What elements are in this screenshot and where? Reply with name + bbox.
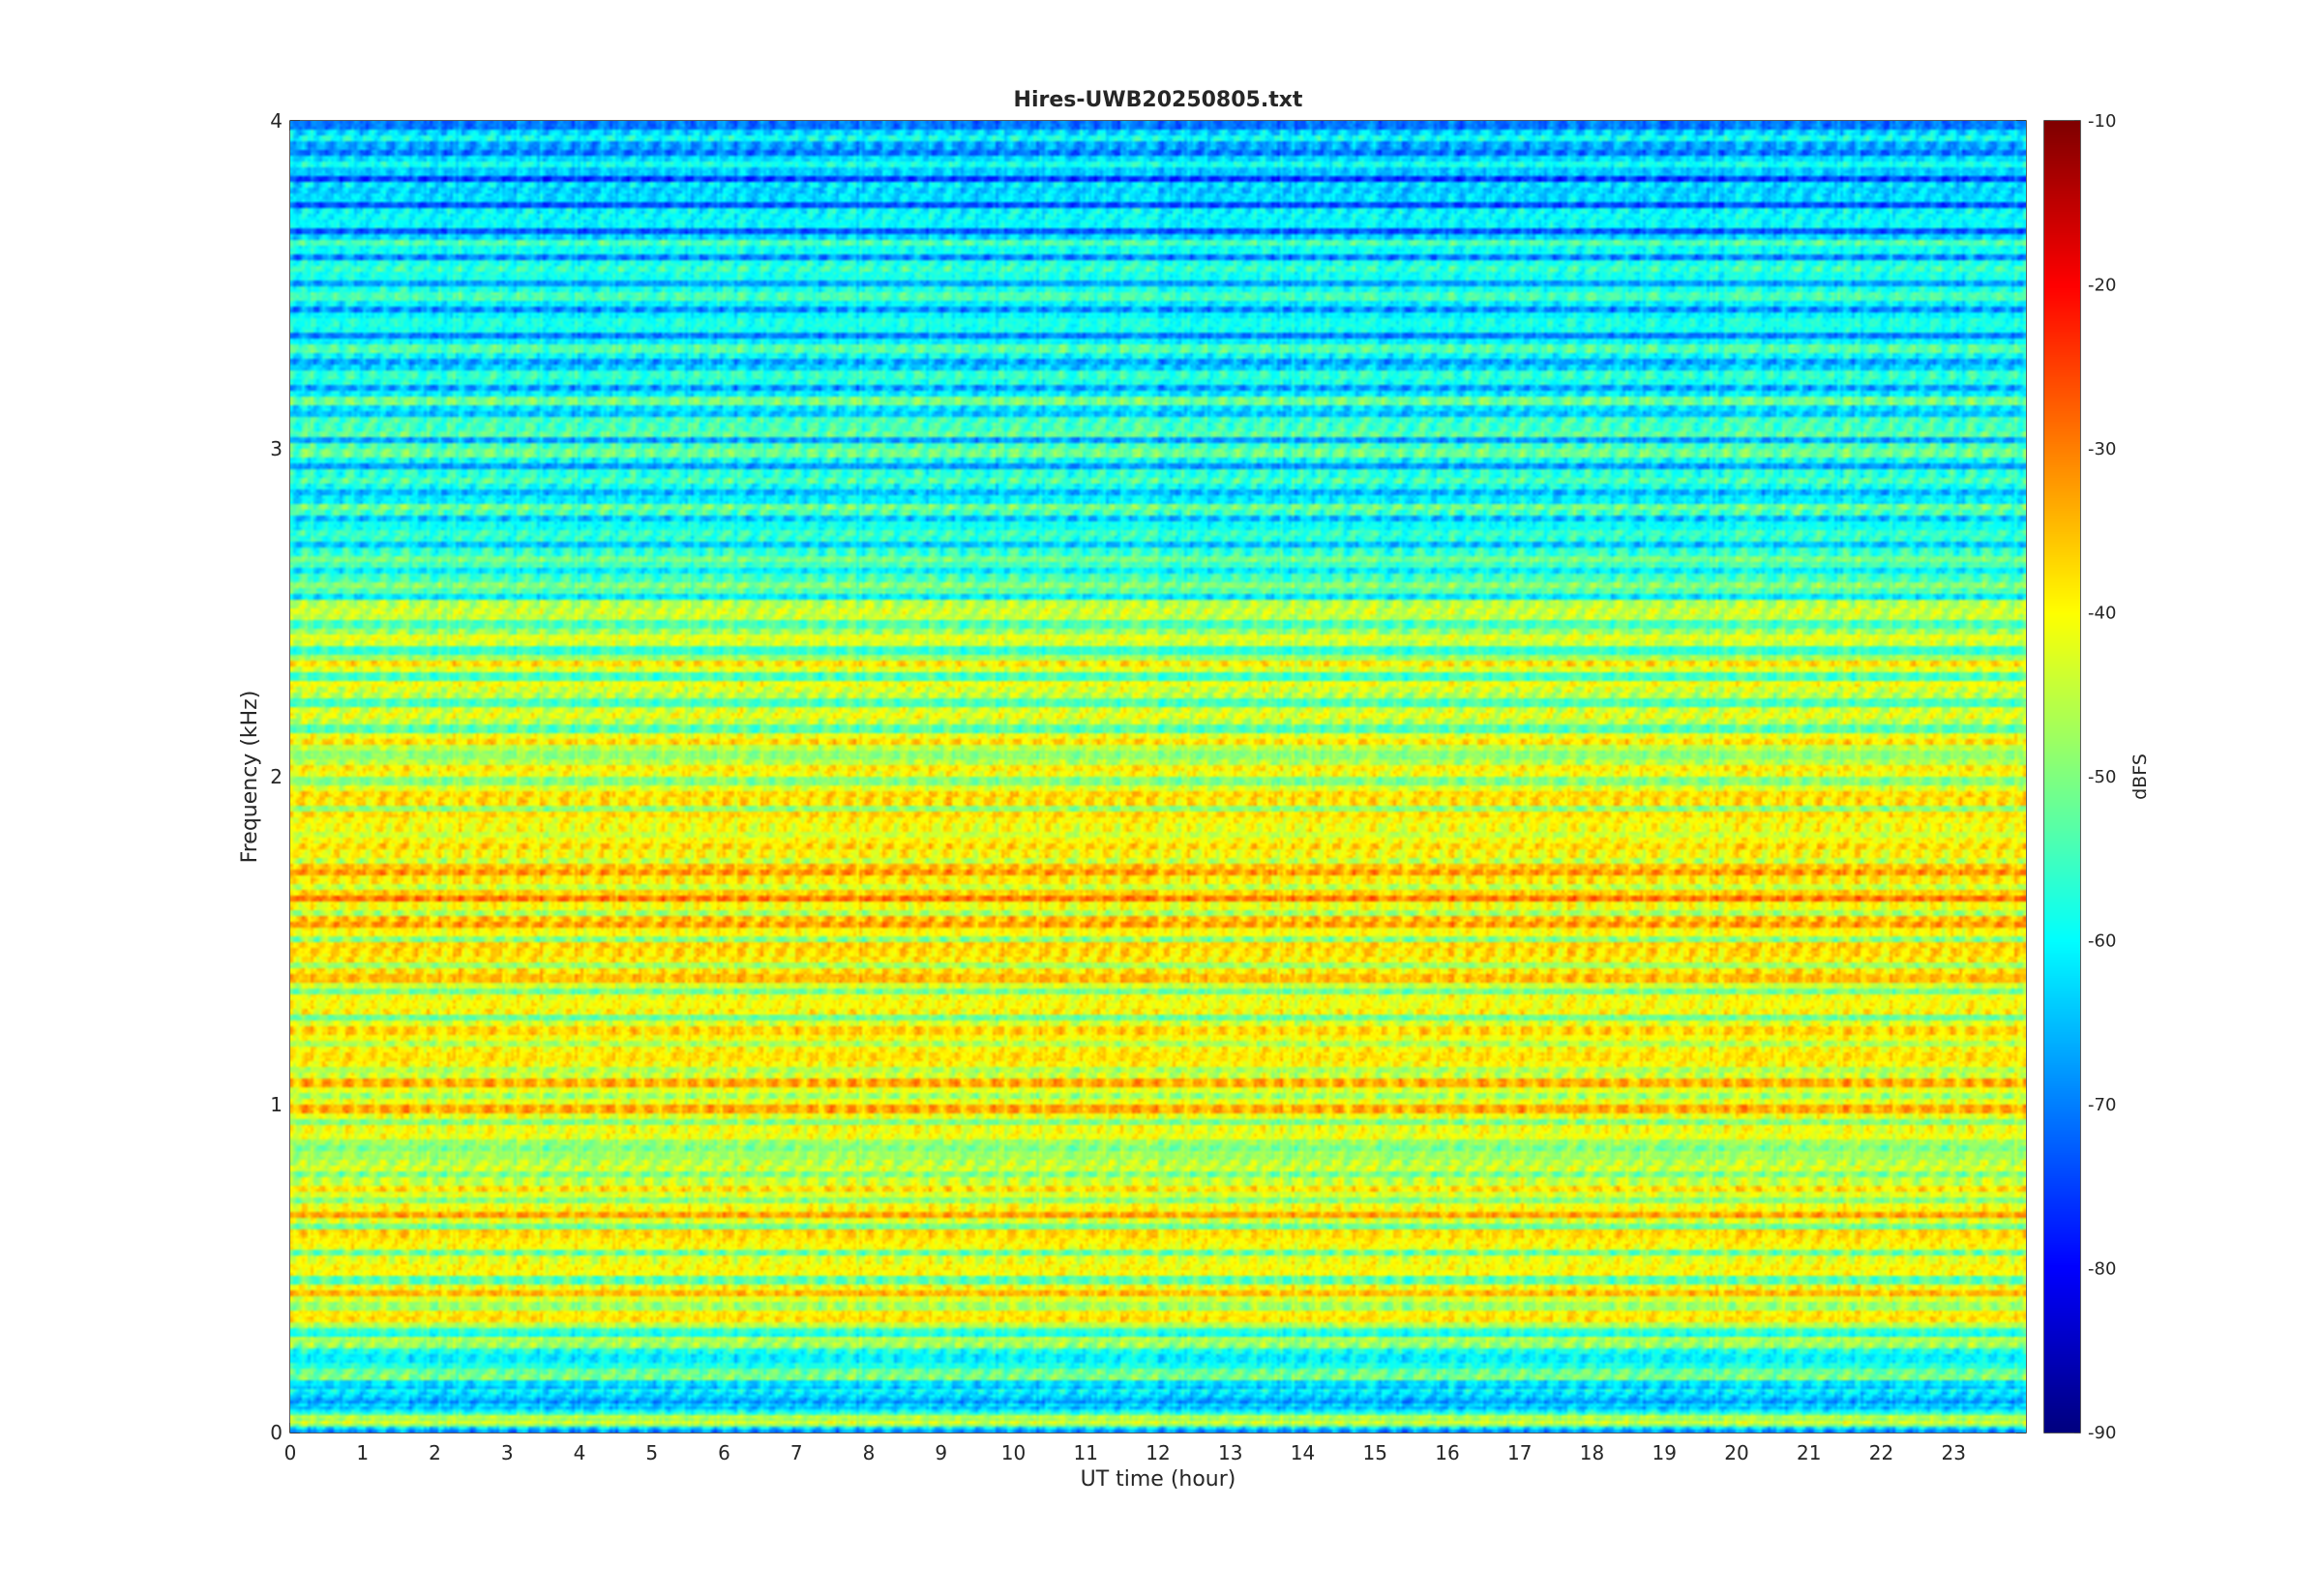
colorbar-tick-label: -50 bbox=[2088, 767, 2116, 787]
x-tick-label: 10 bbox=[1001, 1441, 1026, 1464]
y-axis-label: Frequency (kHz) bbox=[238, 691, 262, 864]
y-tick-label: 3 bbox=[270, 437, 283, 460]
colorbar-gradient bbox=[2044, 121, 2080, 1433]
colorbar-tick-label: -60 bbox=[2088, 931, 2116, 952]
x-tick-label: 8 bbox=[863, 1441, 876, 1464]
x-tick-label: 4 bbox=[574, 1441, 586, 1464]
x-tick-label: 23 bbox=[1942, 1441, 1966, 1464]
colorbar-tick-label: -10 bbox=[2088, 111, 2116, 132]
x-tick-label: 11 bbox=[1074, 1441, 1098, 1464]
colorbar-tick-label: -40 bbox=[2088, 604, 2116, 624]
y-tick-label: 4 bbox=[270, 109, 283, 133]
chart-title: Hires-UWB20250805.txt bbox=[1014, 88, 1303, 112]
x-tick-label: 1 bbox=[356, 1441, 369, 1464]
x-tick-label: 19 bbox=[1652, 1441, 1677, 1464]
colorbar-tick-label: -30 bbox=[2088, 439, 2116, 459]
x-tick-label: 22 bbox=[1869, 1441, 1893, 1464]
colorbar-tick-label: -90 bbox=[2088, 1423, 2116, 1443]
x-tick-label: 21 bbox=[1797, 1441, 1821, 1464]
x-tick-label: 3 bbox=[501, 1441, 514, 1464]
y-tick-label: 0 bbox=[270, 1421, 283, 1444]
x-tick-label: 5 bbox=[645, 1441, 658, 1464]
colorbar-tick-label: -80 bbox=[2088, 1259, 2116, 1280]
x-tick-label: 15 bbox=[1363, 1441, 1387, 1464]
x-tick-label: 9 bbox=[935, 1441, 947, 1464]
x-tick-label: 20 bbox=[1724, 1441, 1748, 1464]
y-tick-label: 2 bbox=[270, 765, 283, 788]
x-tick-label: 12 bbox=[1146, 1441, 1170, 1464]
y-tick-label: 1 bbox=[270, 1093, 283, 1116]
x-tick-label: 7 bbox=[790, 1441, 803, 1464]
colorbar-label: dBFS bbox=[2129, 754, 2151, 800]
x-tick-label: 17 bbox=[1507, 1441, 1532, 1464]
colorbar-tick-label: -70 bbox=[2088, 1095, 2116, 1115]
x-tick-label: 6 bbox=[718, 1441, 730, 1464]
colorbar-ticks: -10 -20 -30 -40 -50 -60 -70 -80 -90 bbox=[2044, 111, 2116, 1443]
x-axis-label: UT time (hour) bbox=[1081, 1467, 1236, 1492]
x-tick-label: 2 bbox=[429, 1441, 441, 1464]
x-tick-label: 13 bbox=[1218, 1441, 1242, 1464]
x-tick-label: 18 bbox=[1580, 1441, 1604, 1464]
x-tick-label: 16 bbox=[1435, 1441, 1459, 1464]
spectrogram-heatmap bbox=[290, 121, 2026, 1433]
x-tick-label: 0 bbox=[284, 1441, 297, 1464]
colorbar-tick-label: -20 bbox=[2088, 276, 2116, 296]
x-tick-label: 14 bbox=[1291, 1441, 1315, 1464]
